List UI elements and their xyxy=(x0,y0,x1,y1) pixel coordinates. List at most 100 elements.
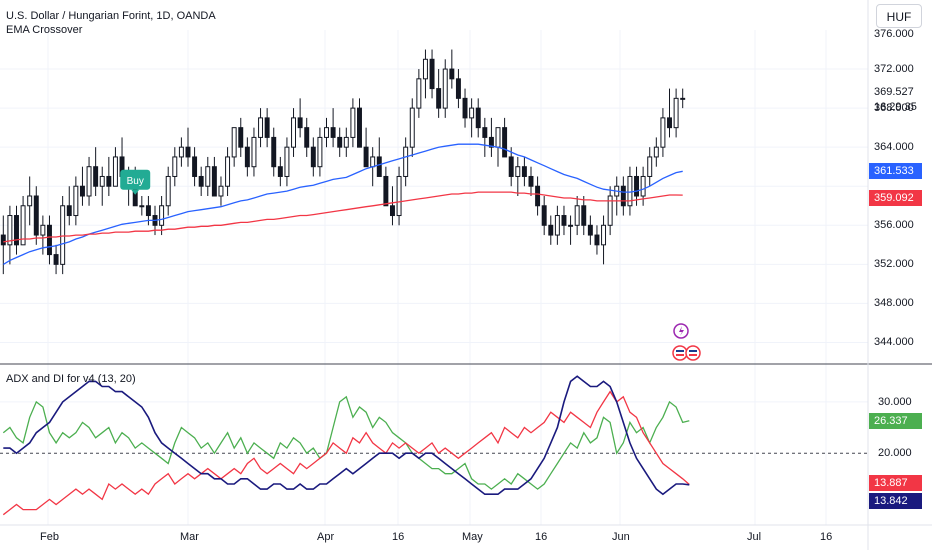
time-tick-label: May xyxy=(462,531,483,543)
candle-up xyxy=(99,175,105,187)
candle-up xyxy=(370,156,376,168)
candle-up xyxy=(60,205,66,265)
candle-down xyxy=(238,127,244,148)
candle-down xyxy=(455,78,461,99)
candle-up xyxy=(86,166,92,197)
candle-down xyxy=(508,156,514,177)
ema-slow-value-tag: 359.092 xyxy=(869,190,922,207)
ema-fast-value-tag: 361.533 xyxy=(869,163,922,180)
time-tick-label: Apr xyxy=(317,531,335,543)
time-tick-label: Feb xyxy=(40,531,59,543)
candle-down xyxy=(376,156,382,177)
candle-up xyxy=(469,107,475,119)
candle-down xyxy=(620,185,626,207)
adx-value-tag: 13.842 xyxy=(869,493,922,509)
candle-down xyxy=(449,68,455,80)
candle-up xyxy=(416,78,422,109)
price-tick-label: 348.000 xyxy=(874,297,914,310)
candle-down xyxy=(93,166,99,187)
candle-down xyxy=(192,156,198,177)
adx-lines xyxy=(0,375,868,516)
candle-up xyxy=(40,224,46,236)
candle-up xyxy=(660,117,666,148)
candle-down xyxy=(211,166,217,197)
candle-down xyxy=(53,254,59,265)
time-tick-label: Mar xyxy=(180,531,199,543)
candle-up xyxy=(554,215,560,236)
plus-di-line xyxy=(2,395,690,490)
us-flag-icon xyxy=(685,345,701,361)
candle-down xyxy=(14,215,19,246)
candle-up xyxy=(350,107,356,138)
candle-up xyxy=(627,175,633,207)
candle-up xyxy=(495,127,501,148)
candle-down xyxy=(357,107,362,148)
candle-up xyxy=(409,107,415,148)
ema-slow-line xyxy=(3,191,683,243)
price-tick-label: 352.000 xyxy=(874,258,914,271)
candle-down xyxy=(79,185,85,197)
candle-down xyxy=(264,117,270,138)
candle-down xyxy=(541,205,547,226)
candle-down xyxy=(271,136,277,168)
candle-down xyxy=(462,97,468,119)
plus-di-value-tag: 26.337 xyxy=(869,412,922,429)
candle-up xyxy=(317,136,323,168)
us-flag-icon xyxy=(672,345,688,361)
candle-up xyxy=(172,156,178,177)
buy-signal-marker xyxy=(120,169,151,190)
candle-up xyxy=(673,97,679,129)
time-tick-label: 16 xyxy=(392,531,405,543)
last-price-label: 369.527 xyxy=(869,84,922,100)
candle-up xyxy=(601,224,607,246)
minus-di-value-tag: 13.887 xyxy=(869,475,922,491)
price-tick-label-top: 376.000 xyxy=(874,28,914,40)
candle-up xyxy=(653,146,659,158)
candle-down xyxy=(277,166,283,177)
adx-tick-label: 30.000 xyxy=(878,395,912,408)
candle-up xyxy=(403,146,409,177)
candle-down xyxy=(0,234,6,246)
candle-up xyxy=(680,97,686,100)
candle-down xyxy=(535,185,541,207)
adx-panel-title: ADX and DI for v4 (13, 20) xyxy=(6,373,136,385)
ema-fast-line xyxy=(2,143,683,265)
candle-down xyxy=(548,224,554,236)
candle-up xyxy=(112,156,118,187)
candle-down xyxy=(587,224,593,236)
candle-down xyxy=(528,175,534,187)
candle-up xyxy=(343,136,349,148)
price-tick-label: 344.000 xyxy=(874,336,914,349)
minus-di-line xyxy=(2,390,690,516)
candle-up xyxy=(258,117,264,138)
candle-down xyxy=(244,146,250,168)
candle-up xyxy=(165,175,171,207)
candle-down xyxy=(488,136,494,148)
candle-down xyxy=(383,175,389,207)
candle-up xyxy=(574,205,580,226)
price-tick-label: 368.000 xyxy=(874,102,914,115)
currency-selector[interactable]: HUF xyxy=(876,4,922,28)
candle-down xyxy=(330,127,336,138)
candle-up xyxy=(178,146,184,158)
time-tick-label: Jul xyxy=(747,531,762,543)
candle-up xyxy=(568,224,574,227)
candle-up xyxy=(647,156,653,177)
candle-down xyxy=(436,88,442,109)
candle-up xyxy=(225,156,231,187)
ema-lines xyxy=(2,143,683,265)
candle-down xyxy=(502,127,508,158)
candle-down xyxy=(106,175,112,187)
candle-down xyxy=(337,136,343,148)
lightning-glyph xyxy=(679,326,684,336)
candlestick-series xyxy=(0,49,686,275)
time-tick-label: 16 xyxy=(535,531,548,543)
price-tick-label: 364.000 xyxy=(874,141,914,154)
price-tick-label: 372.000 xyxy=(874,63,914,76)
candle-up xyxy=(218,185,224,197)
candle-down xyxy=(667,117,672,129)
flag-stripe xyxy=(689,354,697,356)
price-tick-label: 356.000 xyxy=(874,219,914,232)
